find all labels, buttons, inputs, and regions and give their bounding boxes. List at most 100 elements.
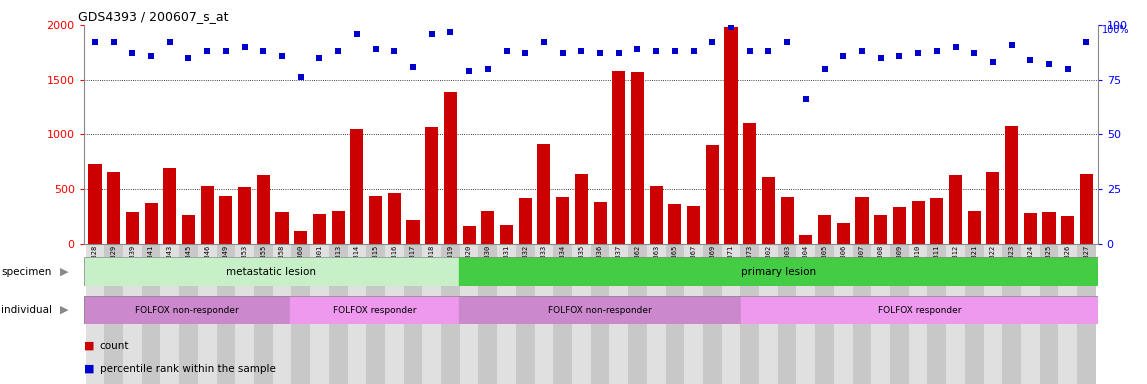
Point: [554, 50, 572, 56]
Bar: [1024, 213, 1037, 244]
Bar: [313, 214, 326, 244]
Point: [609, 50, 627, 56]
Point: [535, 40, 553, 46]
Bar: [275, 212, 289, 244]
Bar: [406, 220, 420, 244]
Bar: [762, 177, 775, 244]
Bar: [575, 174, 588, 244]
Bar: [649, 186, 663, 244]
Bar: [497, 244, 516, 384]
Bar: [239, 187, 251, 244]
Bar: [836, 223, 850, 244]
Bar: [329, 244, 348, 384]
Point: [629, 46, 647, 52]
Bar: [331, 211, 345, 244]
Bar: [460, 244, 478, 384]
Bar: [107, 172, 120, 244]
Bar: [946, 244, 965, 384]
Bar: [385, 244, 404, 384]
Bar: [459, 257, 1098, 286]
Text: ▶: ▶: [60, 305, 68, 315]
Bar: [366, 244, 385, 384]
Bar: [799, 235, 812, 244]
Bar: [217, 244, 235, 384]
Bar: [86, 244, 104, 384]
Bar: [669, 204, 681, 244]
Point: [946, 44, 965, 50]
Bar: [912, 201, 924, 244]
Text: FOLFOX non-responder: FOLFOX non-responder: [548, 306, 651, 314]
Bar: [142, 244, 161, 384]
Bar: [816, 244, 834, 384]
Point: [329, 48, 348, 54]
Point: [816, 66, 834, 72]
Point: [852, 48, 871, 54]
Point: [86, 40, 104, 46]
Point: [1002, 41, 1021, 48]
Bar: [1039, 244, 1059, 384]
Bar: [796, 244, 816, 384]
Bar: [984, 244, 1002, 384]
Bar: [404, 244, 422, 384]
Point: [442, 28, 460, 35]
Bar: [294, 231, 307, 244]
Bar: [631, 72, 643, 244]
Point: [385, 48, 404, 54]
Point: [311, 55, 329, 61]
Point: [198, 48, 217, 54]
Bar: [350, 129, 364, 244]
Point: [1021, 57, 1039, 63]
Bar: [687, 205, 700, 244]
Point: [1040, 61, 1059, 68]
Bar: [890, 244, 908, 384]
Point: [591, 50, 609, 56]
Bar: [426, 127, 438, 244]
Bar: [1077, 244, 1095, 384]
Bar: [908, 244, 928, 384]
Point: [665, 48, 684, 54]
Bar: [986, 172, 999, 244]
Text: metastatic lesion: metastatic lesion: [226, 266, 317, 277]
Bar: [310, 244, 329, 384]
Bar: [388, 194, 400, 244]
Bar: [182, 215, 195, 244]
Text: count: count: [100, 341, 130, 351]
Bar: [965, 244, 984, 384]
Point: [142, 53, 161, 59]
Bar: [1059, 244, 1077, 384]
Bar: [778, 244, 796, 384]
Point: [422, 31, 440, 37]
Bar: [219, 196, 233, 244]
Bar: [968, 211, 981, 244]
Point: [217, 48, 235, 54]
Bar: [591, 244, 609, 384]
Point: [965, 50, 983, 56]
Bar: [553, 244, 572, 384]
Bar: [104, 244, 123, 384]
Bar: [538, 144, 551, 244]
Bar: [253, 244, 273, 384]
Point: [685, 48, 703, 54]
Bar: [442, 244, 460, 384]
Bar: [444, 92, 457, 244]
Bar: [725, 27, 738, 244]
Bar: [123, 244, 142, 384]
Bar: [179, 244, 197, 384]
Bar: [781, 197, 794, 244]
Bar: [273, 244, 291, 384]
Text: GDS4393 / 200607_s_at: GDS4393 / 200607_s_at: [78, 10, 228, 23]
Bar: [665, 244, 685, 384]
Bar: [348, 244, 366, 384]
Point: [703, 40, 721, 46]
Point: [890, 53, 908, 59]
Text: ■: ■: [84, 341, 94, 351]
Point: [460, 68, 478, 74]
Bar: [928, 244, 946, 384]
Bar: [84, 296, 290, 324]
Point: [291, 74, 310, 81]
Point: [647, 48, 665, 54]
Point: [366, 46, 384, 52]
Point: [1059, 66, 1077, 72]
Point: [348, 31, 366, 37]
Point: [273, 53, 291, 59]
